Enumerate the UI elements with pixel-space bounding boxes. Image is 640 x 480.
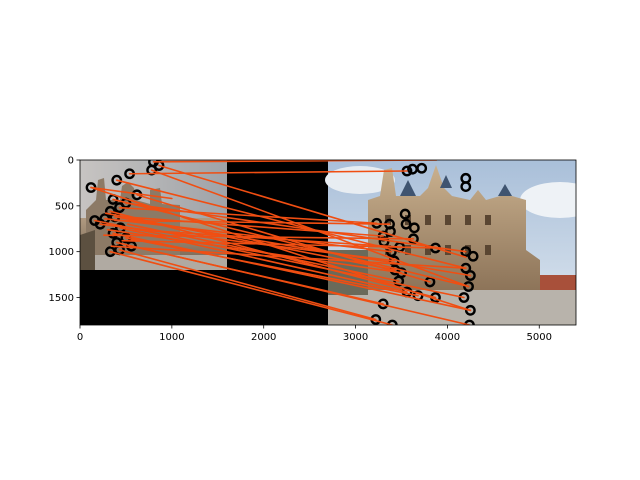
match-line — [126, 223, 400, 282]
match-line — [158, 164, 467, 258]
keypoint-marker — [458, 292, 470, 303]
x-tick-label: 0 — [77, 332, 83, 343]
keypoint-marker — [463, 281, 474, 292]
match-line — [112, 198, 470, 288]
y-tick-label: 1500 — [49, 293, 74, 304]
y-axis: 0 500 1000 1500 — [49, 156, 80, 304]
keypoint-marker — [393, 275, 405, 287]
keypoint-marker — [120, 232, 132, 244]
match-line — [130, 245, 384, 305]
x-tick-label: 1000 — [159, 332, 184, 343]
keypoint-marker — [464, 304, 476, 316]
match-line — [115, 179, 467, 269]
match-line — [125, 237, 419, 297]
y-tick-label: 500 — [55, 201, 74, 212]
keypoint-marker — [399, 208, 411, 220]
match-line — [110, 245, 467, 269]
match-line — [134, 228, 401, 248]
x-tick-label: 3000 — [343, 332, 368, 343]
keypoint-marker — [107, 227, 119, 239]
match-line — [104, 212, 396, 271]
keypoint-marker — [408, 222, 420, 234]
match-line — [93, 219, 465, 299]
y-tick-label: 1000 — [49, 247, 74, 258]
right-photo — [325, 160, 576, 325]
keypoint-marker — [460, 181, 472, 192]
match-line — [123, 216, 384, 237]
match-line — [118, 249, 377, 321]
match-line — [118, 206, 378, 225]
x-tick-label: 4000 — [435, 332, 460, 343]
axes-frame — [79, 159, 577, 326]
y-tick-label: 0 — [68, 156, 74, 167]
match-line — [90, 186, 173, 200]
keypoint-marker — [416, 162, 428, 174]
x-tick-label: 5000 — [527, 332, 552, 343]
keypoint-marker — [385, 226, 396, 237]
keypoint-marker — [467, 250, 479, 262]
match-line — [114, 219, 391, 225]
match-line — [109, 250, 394, 325]
x-axis: 0 1000 2000 3000 4000 5000 — [77, 325, 552, 343]
keypoint-marker — [400, 218, 412, 230]
match-line — [128, 170, 408, 175]
match-line — [112, 232, 472, 312]
keypoint-marker — [111, 174, 123, 186]
keypoint-marker — [104, 246, 116, 258]
x-tick-label: 2000 — [251, 332, 276, 343]
match-lines — [90, 160, 472, 325]
